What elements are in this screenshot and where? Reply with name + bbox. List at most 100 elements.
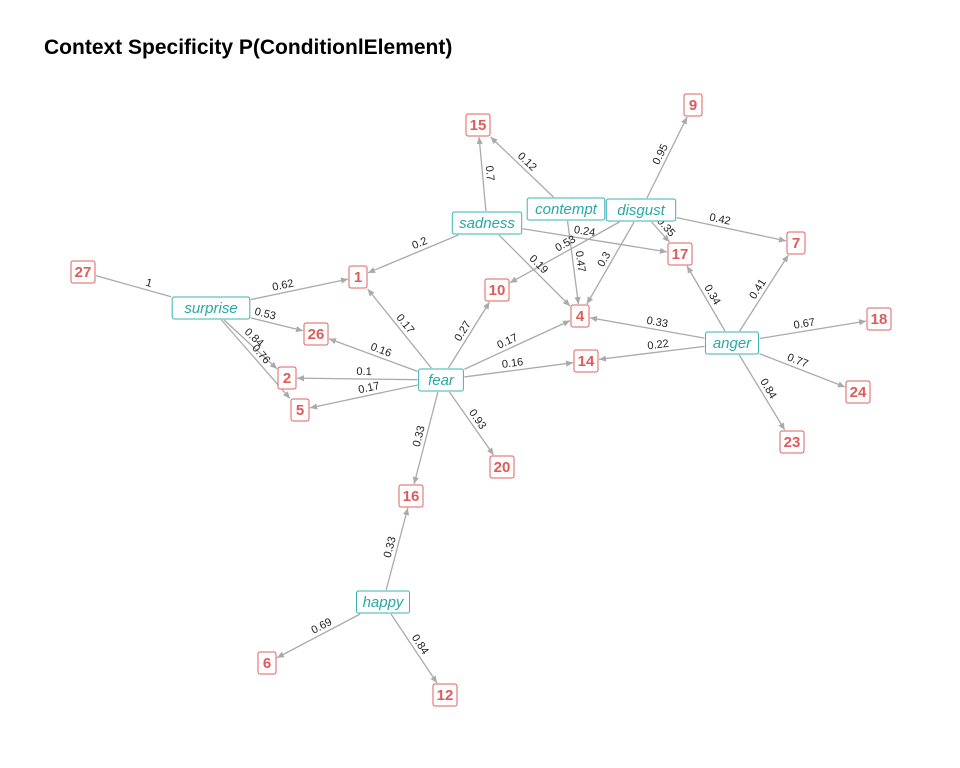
edge-surprise-to-1 (250, 277, 349, 301)
element-label: 18 (871, 311, 888, 328)
edge-happy-to-16 (385, 507, 410, 591)
condition-label: contempt (535, 201, 598, 218)
edge-surprise-to-2 (223, 319, 278, 370)
element-label: 15 (470, 117, 487, 134)
element-box (398, 484, 424, 508)
element-label: 1 (354, 269, 362, 286)
element-label: 12 (437, 687, 454, 704)
element-node-14: 14 (573, 349, 599, 373)
edge-label: 0.93 (466, 407, 488, 431)
condition-box (171, 296, 251, 320)
element-label: 26 (308, 326, 325, 343)
edge-contempt-to-15 (490, 136, 554, 198)
element-box (845, 380, 871, 404)
condition-node-happy: happy (356, 590, 410, 614)
element-label: 2 (283, 370, 291, 387)
edge-label: 0.17 (357, 380, 380, 396)
edge-fear-to-1 (367, 288, 432, 369)
element-node-23: 23 (779, 430, 805, 454)
condition-box (451, 211, 523, 235)
element-node-2: 2 (277, 366, 297, 390)
element-label: 7 (792, 235, 800, 252)
element-node-9: 9 (683, 93, 703, 117)
element-label: 6 (263, 655, 271, 672)
edge-fear-to-10 (447, 301, 491, 369)
element-box (70, 260, 96, 284)
condition-node-surprise: surprise (171, 296, 251, 320)
edge-anger-to-18 (759, 319, 867, 340)
element-label: 23 (784, 434, 801, 451)
condition-label: anger (713, 335, 752, 352)
edge-label: 0.33 (382, 535, 399, 559)
edge-label: 0.7 (483, 165, 496, 181)
element-label: 27 (75, 264, 92, 281)
edge-label: 0.67 (793, 316, 816, 331)
element-box (779, 430, 805, 454)
condition-node-anger: anger (705, 331, 759, 355)
condition-box (356, 590, 410, 614)
condition-node-disgust: disgust (605, 198, 677, 222)
element-node-4: 4 (570, 304, 590, 328)
edge-label: 0.33 (646, 315, 669, 331)
condition-box (526, 197, 606, 221)
element-label: 5 (296, 402, 304, 419)
condition-label: fear (428, 372, 455, 389)
element-box (866, 307, 892, 331)
element-label: 17 (672, 246, 689, 263)
edge-anger-to-4 (589, 315, 705, 339)
edge-label: 0.16 (501, 356, 524, 371)
element-node-17: 17 (667, 242, 693, 266)
condition-box (418, 368, 464, 392)
element-node-27: 27 (70, 260, 96, 284)
condition-node-sadness: sadness (451, 211, 523, 235)
edge-sadness-to-4 (498, 234, 571, 307)
edge-disgust-to-9 (646, 116, 688, 199)
element-box (432, 683, 458, 707)
edge-fear-to-5 (309, 384, 418, 410)
edge-sadness-to-1 (367, 234, 459, 274)
element-label: 4 (576, 308, 585, 325)
element-label: 10 (489, 282, 506, 299)
edge-fear-to-16 (412, 391, 439, 485)
edge-surprise-to-26 (250, 317, 304, 333)
element-box (290, 398, 310, 422)
edge-fear-to-4 (464, 320, 571, 370)
edge-fear-to-14 (464, 360, 574, 378)
element-node-18: 18 (866, 307, 892, 331)
element-box (786, 231, 806, 255)
element-box (683, 93, 703, 117)
edge-contempt-to-4 (566, 220, 581, 305)
edge-anger-to-24 (759, 353, 846, 388)
edge-disgust-to-10 (509, 221, 620, 284)
element-box (484, 278, 510, 302)
edge-anger-to-17 (686, 265, 726, 332)
element-box (277, 366, 297, 390)
element-box (573, 349, 599, 373)
element-label: 16 (403, 488, 420, 505)
condition-label: surprise (184, 300, 237, 317)
edge-disgust-to-17 (651, 221, 670, 243)
edge-disgust-to-4 (586, 221, 635, 305)
element-box (465, 113, 491, 137)
element-label: 9 (689, 97, 697, 114)
condition-node-contempt: contempt (526, 197, 606, 221)
edge-label: 0.77 (785, 351, 809, 370)
element-node-15: 15 (465, 113, 491, 137)
edge-label: 0.2 (410, 235, 429, 252)
element-node-16: 16 (398, 484, 424, 508)
condition-label: happy (363, 594, 405, 611)
edge-fear-to-20 (448, 391, 495, 456)
edge-happy-to-12 (390, 613, 438, 684)
edge-sadness-to-17 (522, 228, 668, 254)
edge-label: 0.16 (369, 341, 393, 360)
element-label: 24 (850, 384, 867, 401)
edge-label: 0.42 (708, 212, 731, 228)
edge-label: 0.62 (271, 278, 294, 294)
edge-happy-to-6 (276, 613, 361, 659)
element-box (303, 322, 329, 346)
element-box (570, 304, 590, 328)
diagram-title: Context Specificity P(ConditionlElement) (44, 36, 453, 59)
element-node-5: 5 (290, 398, 310, 422)
edge-fear-to-26 (328, 338, 418, 372)
